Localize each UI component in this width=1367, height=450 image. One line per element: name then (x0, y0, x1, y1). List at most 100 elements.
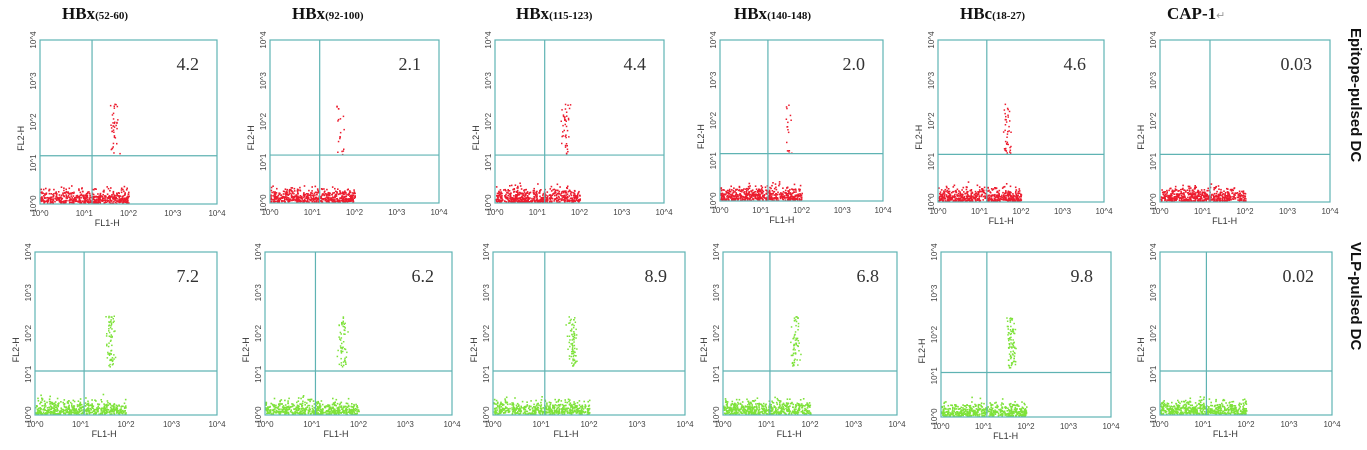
event-dot (58, 412, 61, 414)
event-dot (957, 200, 960, 202)
event-dot (971, 200, 973, 202)
event-dot (101, 200, 103, 202)
event-dot (960, 196, 963, 198)
event-dot (1234, 197, 1237, 200)
event-dot (124, 410, 126, 412)
event-dot (507, 190, 509, 192)
event-dot (793, 195, 795, 198)
event-dot (515, 200, 518, 202)
event-dot (964, 199, 966, 201)
event-dot (67, 406, 70, 409)
event-dot (554, 191, 557, 194)
event-dot (321, 410, 324, 412)
event-dot (954, 193, 956, 196)
event-dot (540, 399, 543, 401)
event-dot (1236, 192, 1239, 194)
event-dot (290, 189, 292, 191)
event-dot (107, 409, 110, 411)
event-dot (320, 197, 322, 199)
event-dot (570, 191, 572, 193)
x-tick-label: 10^4 (1095, 207, 1113, 216)
event-dot (727, 189, 729, 192)
event-dot (56, 196, 59, 199)
event-dot (495, 413, 497, 415)
event-dot (113, 152, 115, 154)
event-dot (308, 189, 310, 192)
event-dot (945, 185, 948, 188)
event-dot (556, 404, 558, 407)
event-dot (497, 401, 499, 404)
event-dot (735, 192, 737, 194)
event-dot (122, 201, 125, 203)
event-dot (768, 189, 771, 192)
event-dot (340, 411, 342, 414)
event-dot (354, 196, 356, 198)
event-dot (944, 196, 946, 198)
event-dot (954, 200, 957, 203)
event-dot (545, 199, 548, 201)
event-dot (781, 194, 783, 197)
event-dot (798, 190, 801, 192)
event-dot (86, 192, 89, 194)
event-dot (106, 411, 108, 414)
event-dot (284, 198, 286, 201)
event-dot (579, 198, 581, 200)
event-dot (796, 194, 798, 196)
event-dot (534, 407, 537, 410)
event-dot (284, 201, 286, 203)
event-dot (566, 407, 569, 410)
event-dot (103, 406, 106, 409)
event-dot (572, 407, 574, 410)
event-dot (92, 407, 94, 410)
event-dot (283, 406, 285, 409)
event-dot (119, 410, 122, 412)
event-dot (771, 194, 773, 196)
event-dot (991, 194, 993, 196)
event-dot (291, 405, 294, 408)
event-dot (123, 194, 126, 196)
event-dot (581, 406, 584, 408)
event-dot (343, 200, 345, 203)
event-dot (301, 404, 304, 407)
event-dot (322, 408, 324, 411)
event-dot (750, 199, 752, 202)
event-dot (89, 198, 91, 201)
event-dot (1223, 196, 1225, 199)
event-dot (302, 395, 305, 397)
event-dot (123, 185, 126, 188)
event-dot (301, 410, 303, 412)
event-dot (348, 200, 350, 203)
event-dot (326, 410, 329, 412)
event-dot (40, 197, 42, 200)
event-dot (951, 198, 953, 200)
upper-right-percent: 6.2 (412, 266, 435, 286)
event-dots (493, 316, 591, 416)
event-dot (341, 366, 344, 368)
event-dot (334, 201, 337, 203)
event-dot (110, 199, 113, 202)
event-dot (76, 405, 79, 408)
event-dot (124, 406, 126, 408)
event-dot (1181, 200, 1184, 202)
event-dot (569, 193, 572, 195)
flow-plot-4: 10^010^010^110^110^210^210^310^310^410^4… (696, 31, 892, 225)
event-dot (313, 192, 316, 195)
event-dot (307, 194, 309, 196)
event-dot (558, 190, 561, 193)
event-dot (73, 412, 75, 415)
event-dot (553, 198, 556, 200)
event-dot (511, 198, 514, 200)
event-dot (328, 404, 331, 407)
event-dot (337, 140, 340, 143)
y-tick-label: 10^3 (24, 284, 33, 302)
event-dot (1232, 189, 1234, 192)
event-dot (1227, 192, 1230, 195)
event-dot (65, 197, 67, 199)
event-dot (81, 406, 84, 408)
event-dot (66, 401, 69, 403)
event-dot (339, 201, 341, 203)
event-dot (546, 191, 549, 193)
event-dot (341, 321, 343, 324)
event-dot (746, 190, 748, 192)
